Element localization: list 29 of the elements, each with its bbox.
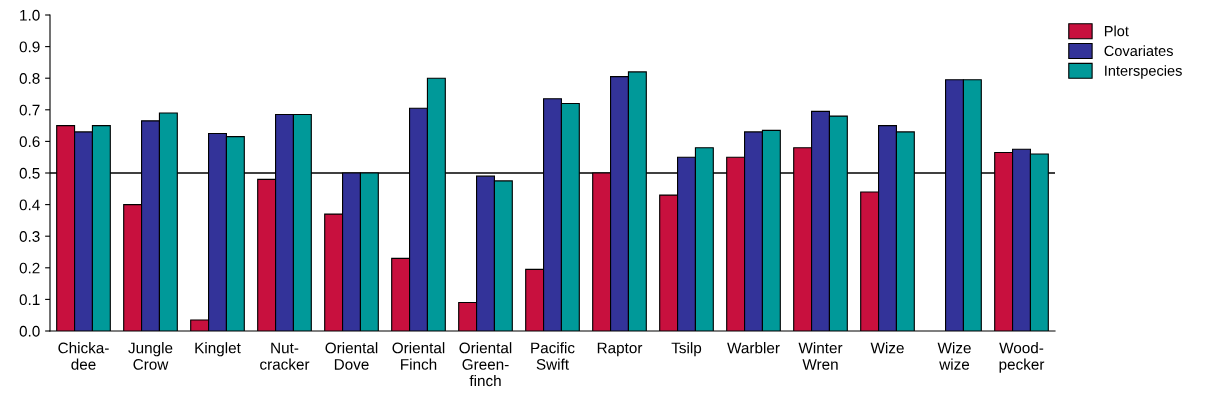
- y-tick-label: 0.0: [19, 325, 40, 337]
- x-tick-label: Pacific Swift: [531, 342, 575, 370]
- x-tick-label: Warbler: [727, 342, 780, 354]
- x-tick-label: Oriental Green- finch: [459, 342, 512, 387]
- y-tick-label: 0.9: [19, 41, 40, 53]
- legend-label: Interspecies: [1105, 65, 1182, 79]
- x-tick-label: Oriental Dove: [325, 342, 378, 370]
- x-tick-label: Kinglet: [195, 342, 241, 357]
- x-tick-label: Raptor: [597, 342, 643, 357]
- x-tick-label: Winter Wren: [798, 342, 843, 370]
- y-tick-label: 0.4: [19, 199, 40, 211]
- legend-label: Covariates: [1104, 45, 1173, 57]
- x-tick-label: Nut- cracker: [260, 342, 310, 370]
- x-tick-label: Chicka- dee: [58, 342, 109, 370]
- x-tick-label: Tsilp: [671, 342, 702, 357]
- x-tick-label: Wize: [870, 342, 904, 354]
- x-tick-label: Wood- pecker: [999, 342, 1045, 373]
- y-tick-label: 0.2: [19, 262, 40, 274]
- y-tick-label: 0.8: [19, 73, 40, 84]
- x-tick-label: Oriental Finch: [392, 342, 445, 370]
- y-tick-label: 0.5: [19, 167, 40, 179]
- y-tick-label: 0.1: [19, 294, 40, 306]
- y-tick-label: 0.6: [19, 136, 40, 148]
- y-tick-label: 0.3: [19, 231, 40, 242]
- y-tick-label: 1.0: [20, 9, 40, 21]
- legend-label: Plot: [1104, 25, 1129, 37]
- x-tick-label: Jungle Crow: [128, 342, 173, 370]
- x-tick-label: Wize wize: [937, 342, 971, 370]
- y-tick-label: 0.7: [19, 104, 40, 116]
